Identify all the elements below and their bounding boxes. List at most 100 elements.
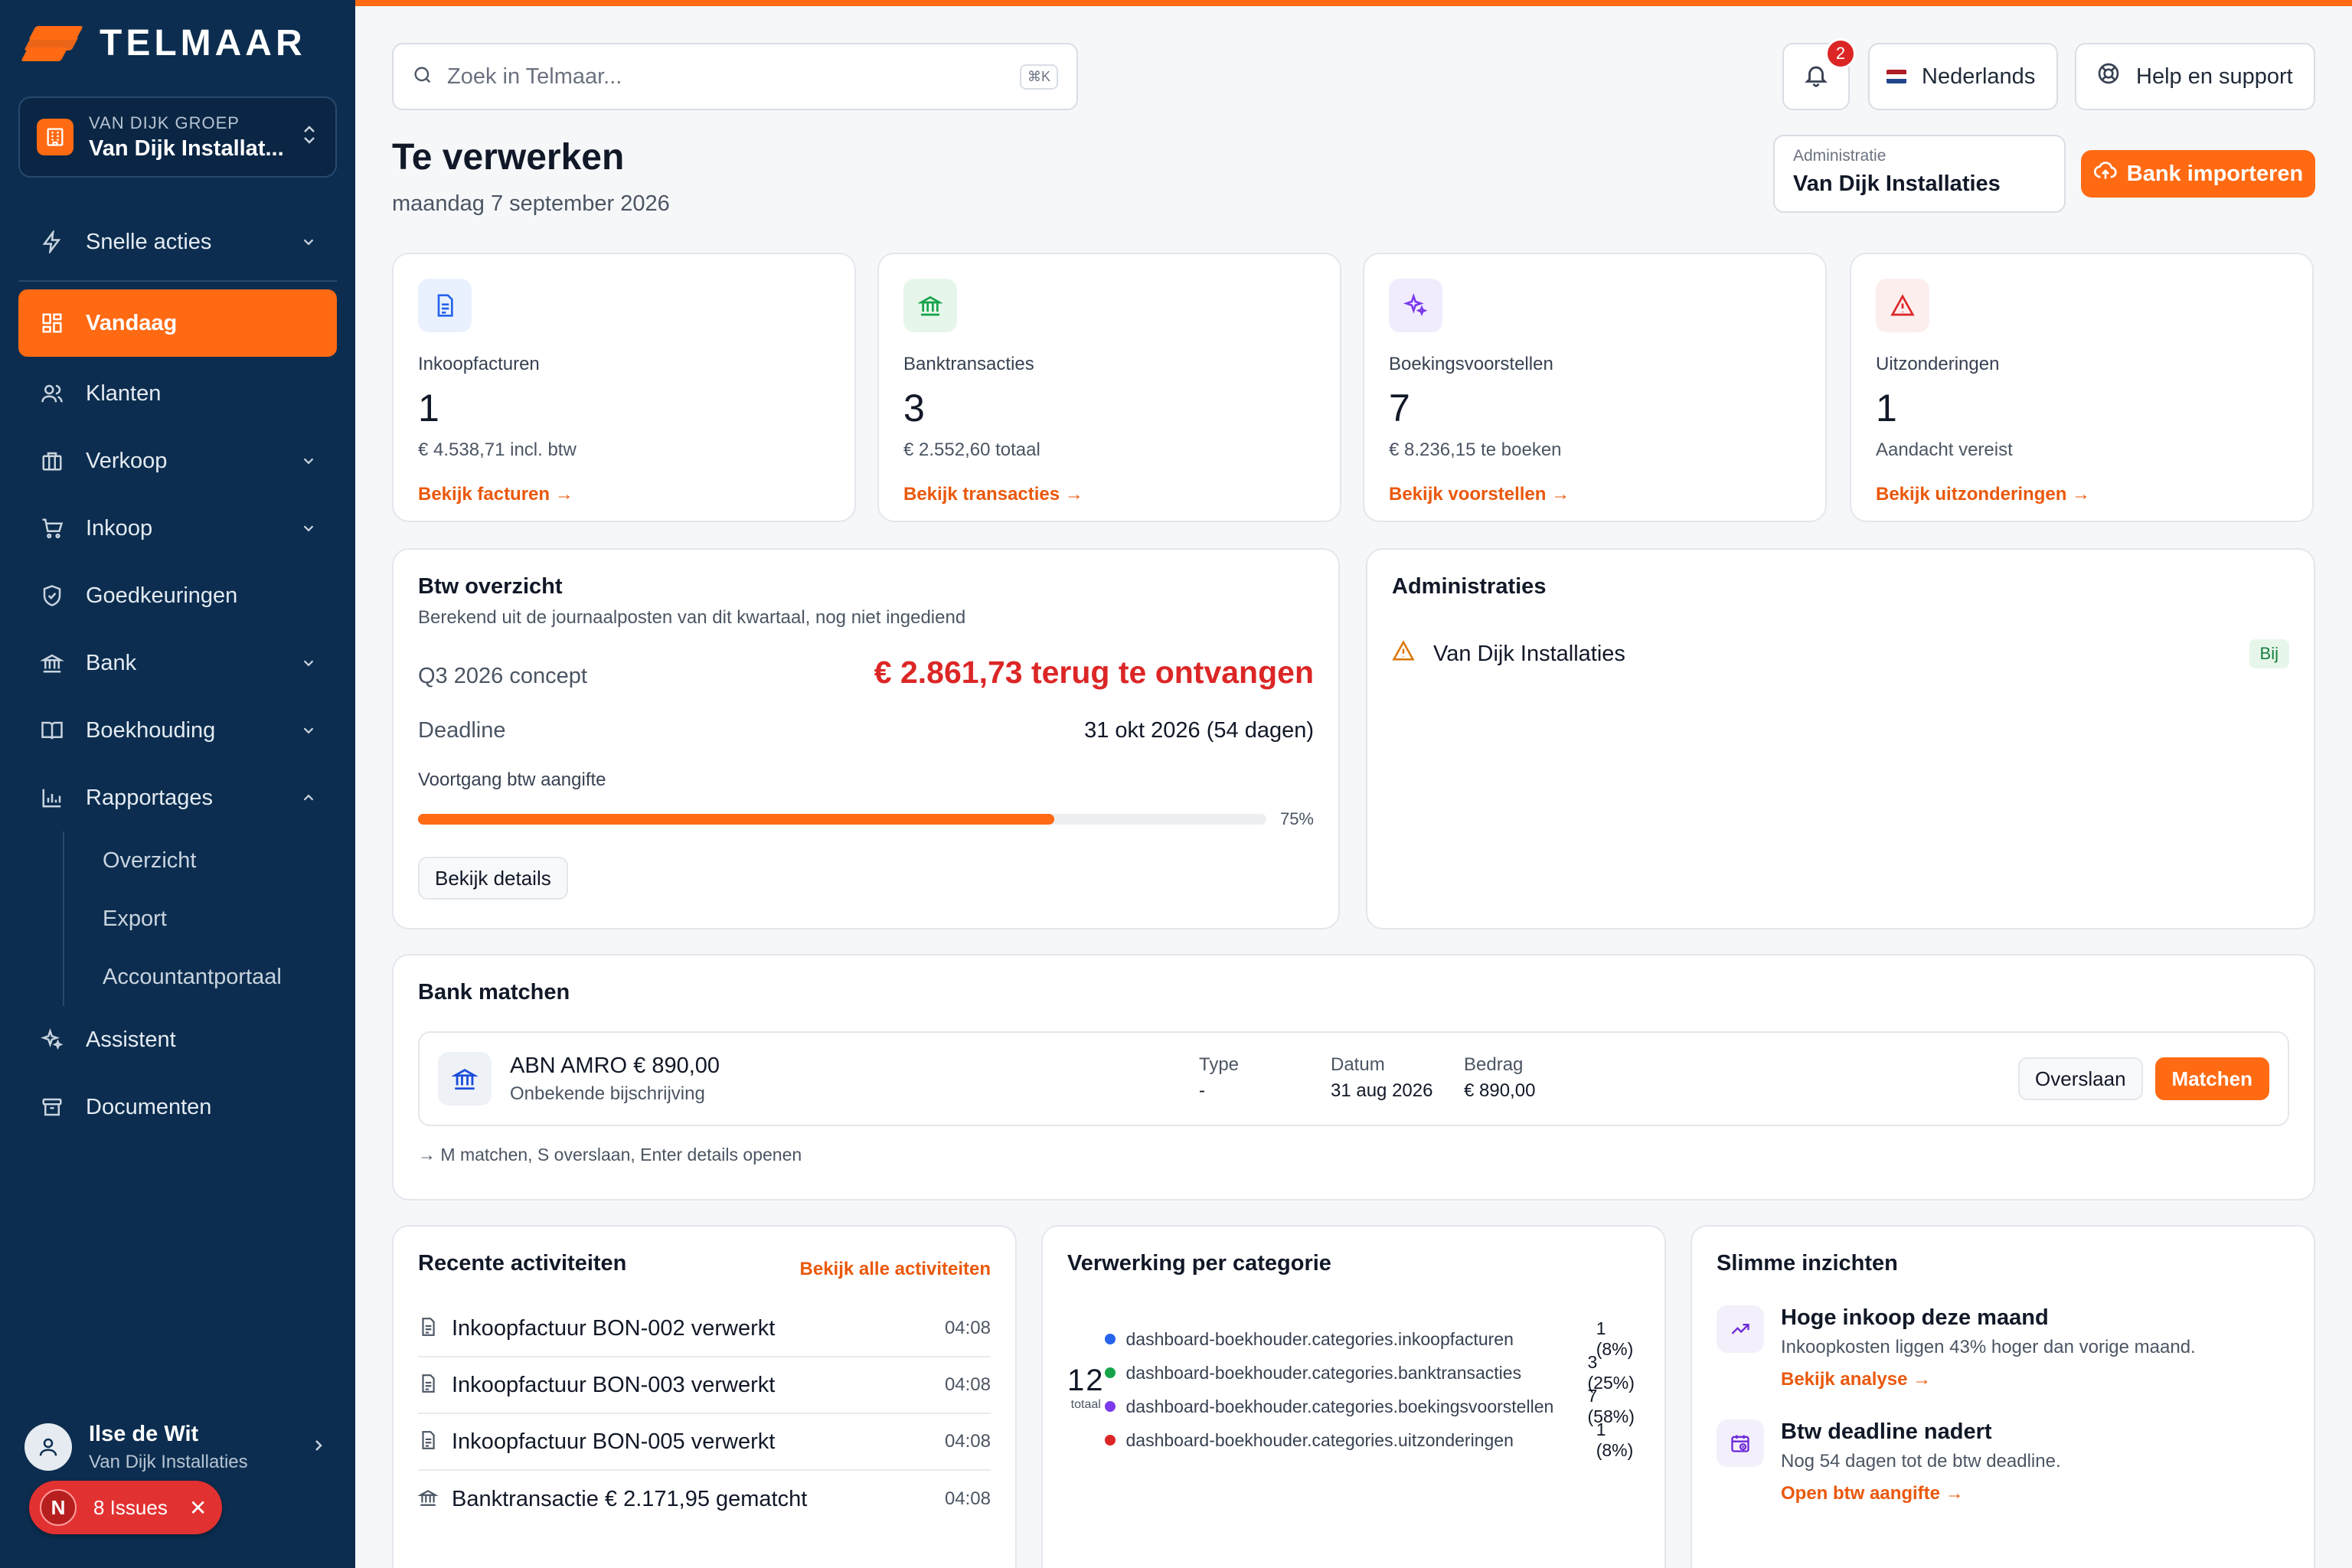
stat-link[interactable]: Bekijk transacties →	[903, 484, 1083, 505]
user-avatar-icon	[24, 1423, 72, 1471]
category-processing-card: Verwerking per categorie 12 totaal dashb…	[1041, 1225, 1666, 1568]
user-menu[interactable]: Ilse de Wit Van Dijk Installaties	[18, 1416, 337, 1478]
category-name: dashboard-boekhouder.categories.inkoopfa…	[1125, 1328, 1514, 1349]
language-selector[interactable]: Nederlands	[1868, 43, 2058, 110]
amount-label: Bedrag	[1464, 1054, 1524, 1075]
recent-activity-card: Recente activiteiten Bekijk alle activit…	[392, 1225, 1017, 1568]
book-icon	[38, 717, 66, 744]
bank-import-button[interactable]: Bank importeren	[2081, 150, 2315, 198]
administration-selector[interactable]: Administratie Van Dijk Installaties	[1773, 135, 2066, 213]
user-organization: Van Dijk Installaties	[89, 1451, 248, 1472]
insight-link[interactable]: Bekijk analyse →	[1781, 1369, 1932, 1390]
card-title: Bank matchen	[418, 980, 570, 1004]
chevron-up-down-icon	[300, 123, 318, 152]
sidebar-item-label: Rapportages	[86, 785, 214, 810]
sidebar-subitem-overzicht[interactable]: Overzicht	[103, 848, 197, 873]
activity-item[interactable]: Inkoopfactuur BON-003 verwerkt 04:08	[418, 1357, 991, 1414]
activity-time: 04:08	[944, 1374, 991, 1395]
category-count: 1 (8%)	[1596, 1419, 1634, 1460]
sidebar-item-bank[interactable]: Bank	[18, 629, 337, 697]
bank-transaction-row[interactable]: ABN AMRO € 890,00 Onbekende bijschrijvin…	[418, 1031, 2289, 1126]
sidebar-subitem-export[interactable]: Export	[103, 906, 167, 931]
sidebar-subitem-accountantportaal[interactable]: Accountantportaal	[103, 964, 282, 989]
legend-dot	[1104, 1401, 1116, 1412]
activity-time: 04:08	[944, 1318, 991, 1338]
insight-link[interactable]: Open btw aangifte →	[1781, 1483, 1964, 1504]
chevron-down-icon	[300, 652, 317, 678]
progress-percentage: 75%	[1279, 809, 1314, 828]
archive-icon	[38, 1093, 66, 1121]
bank-import-label: Bank importeren	[2126, 161, 2304, 186]
search-placeholder: Zoek in Telmaar...	[447, 64, 622, 89]
sidebar-item-boekhouding[interactable]: Boekhouding	[18, 697, 337, 764]
help-support-button[interactable]: Help en support	[2075, 43, 2315, 110]
stat-link[interactable]: Bekijk voorstellen →	[1389, 484, 1570, 505]
sidebar-item-assistent[interactable]: Assistent	[18, 1006, 337, 1073]
stat-subtext: € 4.538,71 incl. btw	[418, 439, 577, 460]
bank-icon	[417, 1488, 439, 1511]
notifications-button[interactable]: 2	[1782, 38, 1856, 110]
sidebar-item-inkoop[interactable]: Inkoop	[18, 495, 337, 562]
bar-chart-icon	[38, 784, 66, 812]
btw-deadline-value: 31 okt 2026 (54 dagen)	[1084, 718, 1314, 743]
activity-item[interactable]: Banktransactie € 2.171,95 gematcht 04:08	[417, 1471, 991, 1527]
administration-row[interactable]: Van Dijk Installaties Bij	[1392, 639, 2289, 668]
activity-text: Inkoopfactuur BON-005 verwerkt	[452, 1429, 776, 1454]
sidebar-item-vandaag[interactable]: Vandaag	[18, 289, 337, 357]
sidebar-item-documenten[interactable]: Documenten	[18, 1073, 337, 1141]
category-item: dashboard-boekhouder.categories.boekings…	[1104, 1386, 1648, 1426]
netherlands-flag-icon	[1886, 70, 1906, 83]
transaction-subtitle: Onbekende bijschrijving	[510, 1083, 705, 1104]
telmaar-logo[interactable]: TELMAAR	[21, 23, 306, 64]
activity-text: Inkoopfactuur BON-002 verwerkt	[452, 1315, 776, 1341]
sparkles-icon	[38, 1026, 66, 1054]
insight-title: Btw deadline nadert	[1781, 1419, 1992, 1444]
sidebar-nav: Snelle acties Vandaag Klanten Verkoop In…	[18, 208, 337, 1141]
sidebar-item-snelle-acties[interactable]: Snelle acties	[18, 208, 337, 276]
issues-avatar: N	[40, 1489, 77, 1526]
organization-switcher[interactable]: VAN DIJK GROEP Van Dijk Installat...	[18, 96, 337, 178]
view-details-button[interactable]: Bekijk details	[418, 857, 568, 900]
document-icon	[418, 1430, 438, 1454]
sidebar-item-label: Documenten	[86, 1094, 212, 1119]
category-item: dashboard-boekhouder.categories.inkoopfa…	[1104, 1318, 1648, 1359]
activity-item[interactable]: Inkoopfactuur BON-005 verwerkt 04:08	[418, 1414, 991, 1471]
language-label: Nederlands	[1922, 64, 2036, 89]
top-accent-bar	[355, 0, 2352, 6]
chevron-up-icon	[300, 787, 317, 812]
sidebar-item-label: Klanten	[86, 381, 162, 406]
category-item: dashboard-boekhouder.categories.uitzonde…	[1104, 1419, 1648, 1460]
sidebar-item-goedkeuringen[interactable]: Goedkeuringen	[18, 562, 337, 629]
btw-deadline-label: Deadline	[418, 718, 506, 743]
skip-button[interactable]: Overslaan	[2018, 1057, 2143, 1100]
activity-item[interactable]: Inkoopfactuur BON-002 verwerkt 04:08	[418, 1301, 991, 1357]
insight-title: Hoge inkoop deze maand	[1781, 1305, 2049, 1330]
match-button[interactable]: Matchen	[2154, 1057, 2269, 1100]
search-input[interactable]: Zoek in Telmaar... ⌘K	[392, 43, 1078, 110]
card-subtitle: Berekend uit de journaalposten van dit k…	[418, 607, 966, 628]
stat-value: 1	[418, 387, 439, 430]
document-icon	[418, 1374, 438, 1397]
stat-label: Inkoopfacturen	[418, 354, 540, 374]
close-icon[interactable]: ✕	[188, 1495, 207, 1520]
stat-link[interactable]: Bekijk uitzonderingen →	[1876, 484, 2091, 505]
sidebar-item-klanten[interactable]: Klanten	[18, 360, 337, 427]
administration-selector-value: Van Dijk Installaties	[1793, 172, 2001, 196]
sidebar-item-verkoop[interactable]: Verkoop	[18, 427, 337, 495]
stat-card-banktransacties: Banktransacties 3 € 2.552,60 totaal Beki…	[877, 253, 1341, 522]
bank-match-card: Bank matchen ABN AMRO € 890,00 Onbekende…	[392, 954, 2315, 1200]
stat-link[interactable]: Bekijk facturen →	[418, 484, 573, 505]
reports-submenu: Overzicht Export Accountantportaal	[63, 831, 337, 1006]
legend-dot	[1104, 1435, 1116, 1446]
category-total-value: 12	[1067, 1364, 1105, 1397]
view-all-activities-link[interactable]: Bekijk alle activiteiten	[799, 1259, 991, 1279]
sidebar-item-rapportages[interactable]: Rapportages	[18, 764, 337, 831]
warning-icon	[1392, 639, 1415, 668]
issues-badge[interactable]: N 8 Issues ✕	[29, 1481, 222, 1534]
transaction-title: ABN AMRO € 890,00	[510, 1053, 720, 1078]
stat-value: 7	[1389, 387, 1410, 430]
sidebar-item-label: Vandaag	[86, 310, 178, 335]
activity-text: Banktransactie € 2.171,95 gematcht	[452, 1486, 808, 1511]
insight-description: Inkoopkosten liggen 43% hoger dan vorige…	[1781, 1337, 2196, 1357]
warning-icon	[1876, 279, 1929, 332]
